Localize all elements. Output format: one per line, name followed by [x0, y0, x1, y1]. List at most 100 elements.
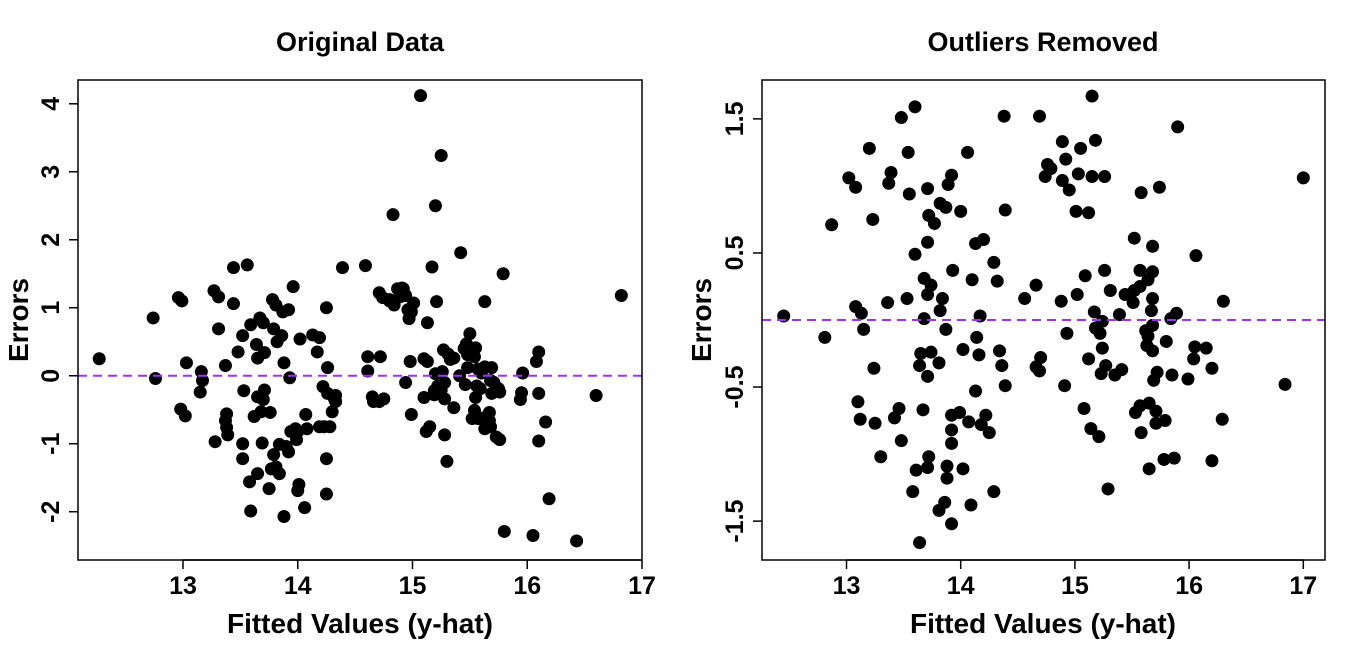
- y-axis-label: Errors: [686, 278, 717, 362]
- data-point: [1033, 109, 1047, 123]
- data-point: [945, 436, 959, 450]
- data-point: [403, 354, 417, 368]
- data-point: [226, 297, 240, 311]
- data-point: [1095, 341, 1109, 355]
- data-point: [291, 484, 305, 498]
- data-point: [935, 292, 949, 306]
- data-point: [887, 411, 901, 425]
- data-point: [956, 342, 970, 356]
- data-point: [283, 371, 297, 385]
- data-point: [532, 386, 546, 400]
- data-point: [969, 384, 983, 398]
- data-point: [461, 361, 475, 375]
- y-tick-label: 1: [37, 301, 65, 315]
- data-point: [497, 524, 511, 538]
- data-point: [212, 290, 226, 304]
- data-point: [299, 408, 313, 422]
- data-point: [901, 145, 915, 159]
- data-point: [240, 258, 254, 272]
- data-point: [1188, 340, 1202, 354]
- data-point: [1167, 451, 1181, 465]
- data-points: [777, 89, 1310, 550]
- data-point: [1071, 167, 1085, 181]
- data-point: [862, 141, 876, 155]
- data-point: [1165, 368, 1179, 382]
- data-point: [244, 318, 258, 332]
- data-point: [1134, 426, 1148, 440]
- chart-title: Outliers Removed: [927, 27, 1158, 57]
- data-point: [226, 261, 240, 275]
- data-point: [175, 294, 189, 308]
- data-point: [402, 312, 416, 326]
- data-point: [447, 401, 461, 415]
- data-point: [1060, 326, 1074, 340]
- data-point: [921, 182, 935, 196]
- data-point: [529, 354, 543, 368]
- data-point: [1146, 239, 1160, 253]
- data-point: [1278, 377, 1292, 391]
- data-point: [993, 344, 1007, 358]
- data-point: [998, 203, 1012, 217]
- data-point: [997, 109, 1011, 123]
- data-point: [236, 452, 250, 466]
- data-point: [917, 312, 931, 326]
- data-point: [932, 503, 946, 517]
- data-point: [438, 428, 452, 442]
- x-tick-label: 17: [628, 572, 656, 600]
- y-tick-label: -1: [37, 433, 65, 455]
- data-point: [954, 204, 968, 218]
- data-point: [277, 509, 291, 523]
- data-point: [1215, 412, 1229, 426]
- data-point: [1098, 263, 1112, 277]
- data-point: [414, 89, 428, 103]
- data-point: [323, 420, 337, 434]
- data-point: [313, 331, 327, 345]
- data-point: [485, 361, 499, 375]
- data-point: [221, 428, 235, 442]
- data-point: [493, 433, 507, 447]
- data-point: [939, 200, 953, 214]
- data-point: [570, 534, 584, 548]
- data-point: [428, 199, 442, 213]
- data-point: [908, 100, 922, 114]
- data-point: [1216, 294, 1230, 308]
- data-point: [914, 347, 928, 361]
- data-point: [842, 171, 856, 185]
- data-point: [921, 369, 935, 383]
- data-point: [482, 405, 496, 419]
- data-point: [361, 364, 375, 378]
- data-point: [974, 418, 988, 432]
- data-point: [193, 385, 207, 399]
- data-point: [868, 416, 882, 430]
- x-tick-label: 16: [1175, 572, 1203, 600]
- data-point: [454, 246, 468, 260]
- data-point: [1044, 161, 1058, 175]
- data-point: [1205, 454, 1219, 468]
- data-point: [945, 517, 959, 531]
- data-point: [913, 536, 927, 550]
- y-axis-label: Errors: [3, 278, 34, 362]
- data-point: [946, 263, 960, 277]
- data-point: [212, 322, 226, 336]
- data-point: [425, 260, 439, 274]
- data-point: [399, 376, 413, 390]
- y-tick-label: 0.5: [721, 235, 749, 270]
- data-point: [542, 492, 556, 506]
- x-axis-label: Fitted Values (y-hat): [910, 608, 1176, 639]
- data-point: [933, 304, 947, 318]
- data-point: [825, 218, 839, 232]
- data-point: [1159, 334, 1173, 348]
- data-point: [1133, 263, 1147, 277]
- data-point: [874, 450, 888, 464]
- data-point: [420, 316, 434, 330]
- data-point: [1187, 352, 1201, 366]
- data-point: [961, 145, 975, 159]
- data-point: [257, 346, 271, 360]
- data-point: [945, 168, 959, 182]
- data-point: [1171, 120, 1185, 134]
- data-point: [1084, 422, 1098, 436]
- data-point: [361, 350, 375, 364]
- data-point: [1146, 344, 1160, 358]
- data-point: [851, 395, 865, 409]
- x-tick-label: 14: [284, 572, 312, 600]
